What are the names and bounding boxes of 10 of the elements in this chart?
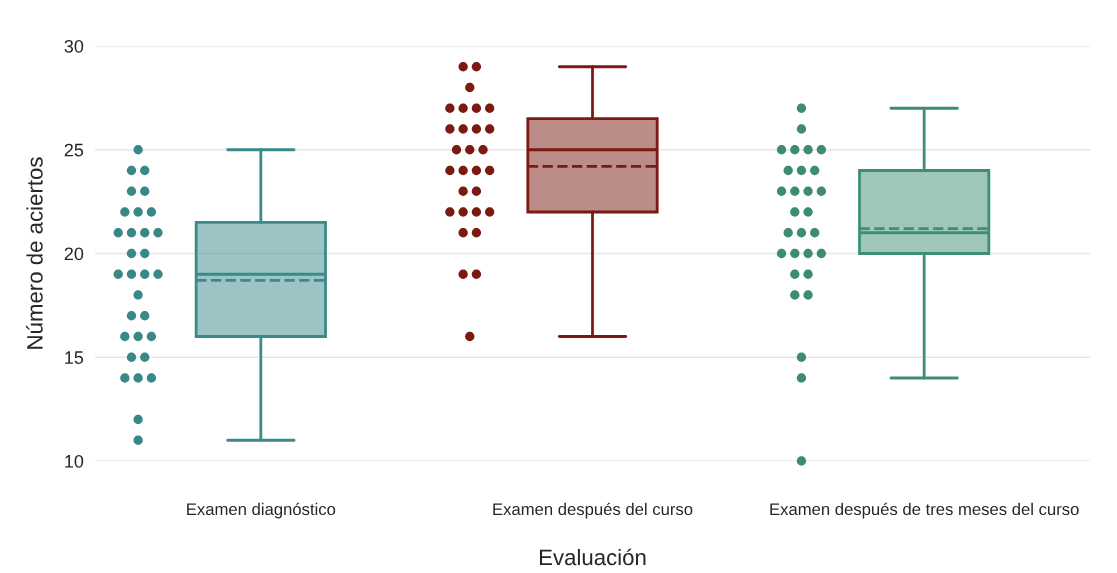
y-tick-label: 15 xyxy=(65,351,84,364)
y-tick-label: 10 xyxy=(65,454,84,468)
x-tick-label: Examen después del curso xyxy=(493,502,693,519)
x-axis-title: Evaluación xyxy=(539,548,646,566)
y-axis-title: Número de aciertos xyxy=(26,157,43,349)
x-tick-label: Examen después de tres meses del curso xyxy=(770,502,1079,519)
y-tick-label: 30 xyxy=(64,39,84,53)
y-tick-label: 20 xyxy=(64,247,84,261)
y-tick-label: 25 xyxy=(64,143,84,157)
x-tick-label: Examen diagnóstico xyxy=(187,502,336,519)
